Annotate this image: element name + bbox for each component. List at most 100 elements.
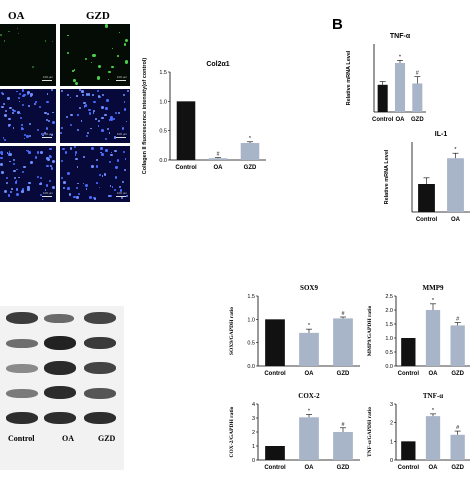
nucleus-dot	[61, 159, 64, 162]
category-label: OA	[396, 117, 406, 123]
nucleus-dot	[36, 151, 40, 154]
collagen-dot	[0, 33, 3, 36]
nucleus-dot	[1, 92, 4, 95]
bar	[176, 101, 196, 160]
nucleus-dot	[77, 192, 80, 195]
nucleus-dot	[120, 197, 123, 200]
nucleus-dot	[19, 112, 22, 115]
nucleus-dot	[6, 176, 9, 179]
nucleus-dot	[3, 138, 7, 141]
nucleus-dot	[126, 89, 129, 92]
collagen-dot	[97, 65, 101, 69]
nucleus-dot	[121, 127, 124, 130]
chart-mmp9: MMP9 MMP9/GAPDH ratio 0.0 0.5 1.0 1.5 2.0 2.5 Co…	[362, 280, 474, 380]
nucleus-dot	[46, 100, 49, 104]
nucleus-dot	[109, 194, 113, 198]
y-tick-label: 2	[390, 421, 393, 427]
chart-cox2: COX-2 COX-2/GAPDH ratio 0 1 2 3 4 Control * OA # GZ…	[224, 388, 364, 474]
nucleus-dot	[0, 151, 4, 155]
blot-row-mmp9	[0, 333, 124, 353]
nucleus-dot	[37, 129, 40, 132]
collagen-dot	[119, 31, 121, 33]
blot-band	[44, 386, 76, 399]
y-axis-label: Relative mRNA Level	[346, 50, 352, 105]
category-label: OA	[429, 371, 439, 377]
blot-band	[84, 388, 116, 399]
nucleus-dot	[83, 105, 86, 108]
nucleus-dot	[52, 160, 56, 163]
blot-row-gapdh	[0, 408, 124, 428]
nucleus-dot	[76, 165, 79, 168]
scale-text: 100 μm	[42, 75, 53, 79]
nucleus-dot	[9, 152, 13, 156]
nucleus-dot	[66, 115, 69, 118]
nucleus-dot	[17, 96, 20, 100]
nucleus-dot	[23, 93, 26, 96]
nucleus-dot	[101, 116, 104, 120]
blot-band	[6, 412, 38, 424]
category-label: OA	[305, 371, 315, 377]
nucleus-dot	[85, 93, 89, 96]
category-label: Control	[416, 217, 438, 223]
nucleus-dot	[26, 93, 29, 96]
nucleus-dot	[74, 154, 77, 156]
panel-b-label: B	[332, 16, 343, 33]
nucleus-dot	[100, 106, 104, 109]
nucleus-dot	[49, 155, 52, 159]
y-tick-label: 1.5	[247, 294, 255, 300]
bar	[377, 84, 388, 112]
nucleus-dot	[13, 162, 16, 165]
bar	[447, 158, 464, 212]
collagen-dot	[18, 32, 20, 34]
blot-band	[84, 362, 116, 374]
nucleus-dot	[14, 181, 18, 184]
nucleus-dot	[39, 182, 42, 186]
nucleus-dot	[125, 194, 128, 197]
nucleus-dot	[109, 115, 113, 119]
nucleus-dot	[13, 158, 16, 161]
nucleus-dot	[17, 111, 21, 115]
collagen-dot	[108, 70, 111, 74]
nucleus-dot	[85, 188, 88, 190]
nucleus-dot	[1, 93, 4, 95]
blot-row-cox2	[0, 358, 124, 378]
nucleus-dot	[18, 93, 21, 96]
collagen-dot	[44, 40, 46, 42]
chart-tnf-mrna: TNF-α Relative mRNA Level Control * OA # GZD	[340, 28, 430, 126]
nucleus-dot	[50, 167, 54, 171]
nucleus-dot	[46, 113, 49, 115]
blot-row-tnf	[0, 383, 124, 403]
nucleus-dot	[21, 103, 25, 106]
nucleus-dot	[113, 149, 117, 153]
nucleus-dot	[40, 176, 43, 180]
nucleus-dot	[67, 171, 70, 175]
nucleus-dot	[69, 96, 72, 99]
nucleus-dot	[76, 95, 78, 97]
nucleus-dot	[2, 136, 5, 139]
significance-mark: *	[399, 54, 402, 60]
nucleus-dot	[21, 188, 25, 191]
nucleus-dot	[80, 120, 83, 122]
chart-title: TNF-α	[423, 392, 443, 400]
y-tick-label: 2.0	[385, 308, 393, 314]
collagen-dot	[123, 43, 126, 46]
chart-svg: MMP9 MMP9/GAPDH ratio 0.0 0.5 1.0 1.5 2.0 2.5 Co…	[367, 284, 470, 377]
blot-band	[6, 389, 38, 398]
blot-row-sox9	[0, 308, 124, 328]
nucleus-dot	[30, 93, 33, 97]
nucleus-dot	[92, 100, 96, 104]
significance-mark: #	[341, 311, 345, 317]
nucleus-dot	[21, 189, 25, 193]
nucleus-dot	[46, 164, 49, 168]
micro-col-label-gzd: GZD	[86, 10, 110, 22]
nucleus-dot	[60, 131, 62, 134]
nucleus-dot	[79, 89, 82, 92]
nucleus-dot	[77, 114, 79, 116]
nucleus-dot	[87, 108, 91, 112]
nucleus-dot	[60, 127, 63, 129]
nucleus-dot	[104, 114, 107, 117]
nucleus-dot	[14, 177, 17, 180]
nucleus-dot	[84, 104, 88, 107]
nucleus-dot	[60, 176, 63, 179]
nucleus-dot	[23, 134, 26, 137]
